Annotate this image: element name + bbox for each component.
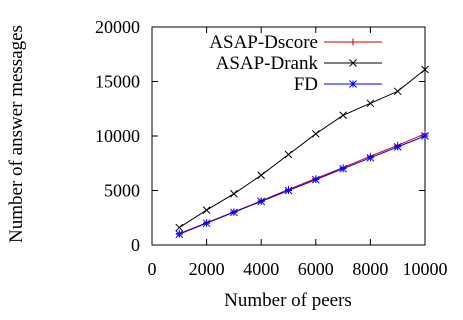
series-line [179,133,426,235]
data-point [202,219,211,228]
data-point [284,150,293,159]
legend-entry: FD [294,74,382,95]
legend-entry: ASAP-Dscore [209,32,382,53]
series-asap-dscore [175,130,429,238]
x-tick-label: 6000 [298,259,334,279]
legend-marker [349,80,357,88]
data-point [202,206,211,214]
data-point [393,87,402,96]
legend-label: ASAP-Drank [216,53,319,74]
x-tick-label: 0 [148,259,157,279]
data-point [175,223,184,232]
data-point [339,164,347,173]
data-point [421,65,429,74]
y-tick-label: 0 [131,235,140,255]
data-point [311,129,320,138]
x-axis-title: Number of peers [224,290,352,311]
y-tick-label: 20000 [95,17,140,37]
y-tick-label: 5000 [104,181,140,201]
x-tick-label: 10000 [403,259,448,279]
legend-label: FD [294,74,318,95]
data-point [393,143,402,151]
x-tick-label: 2000 [189,259,225,279]
data-point [230,189,238,198]
y-axis-title: Number of answer messages [6,25,27,243]
series-fd [175,132,429,238]
x-tick-label: 8000 [352,259,388,279]
data-point [421,132,429,140]
series-line [179,69,426,229]
data-point [284,186,293,195]
data-point [230,208,238,217]
legend-entry: ASAP-Drank [216,53,382,74]
data-point [257,197,266,206]
series-line [179,135,426,235]
legend-marker [349,59,357,67]
y-tick-label: 10000 [95,126,140,146]
series-asap-drank [175,65,429,232]
data-point [257,171,266,180]
series-layer [175,65,429,238]
y-tick-label: 15000 [95,72,140,92]
data-point [366,153,375,162]
legend-label: ASAP-Dscore [209,32,318,53]
data-point [339,111,347,120]
data-point [175,230,184,238]
x-tick-label: 4000 [243,259,279,279]
ticks-layer: 0 5000 10000 15000 20000 0 2000 4000 6000 8000 100… [95,17,448,279]
data-point [366,99,375,108]
data-point [311,175,320,184]
